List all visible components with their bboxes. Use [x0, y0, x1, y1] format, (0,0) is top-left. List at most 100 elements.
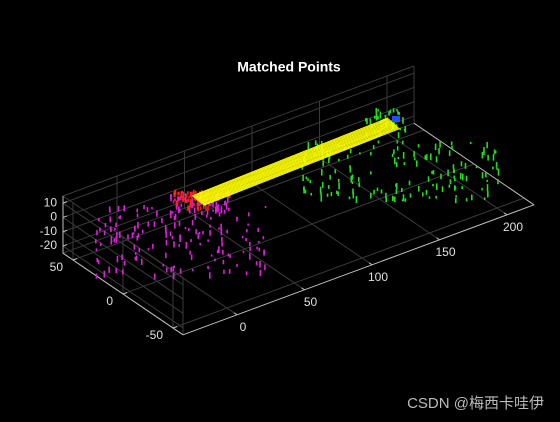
match-line: [194, 119, 391, 199]
point: [216, 249, 219, 254]
point: [190, 254, 193, 260]
z-tick-label: -20: [40, 238, 58, 252]
point: [228, 207, 230, 212]
point: [174, 190, 176, 197]
point: [210, 216, 212, 220]
point: [249, 241, 251, 247]
point: [217, 204, 219, 211]
match-line: [199, 124, 397, 203]
z-tick-label: 10: [44, 195, 58, 209]
match-line: [200, 125, 398, 204]
point: [170, 266, 173, 273]
point: [401, 140, 404, 145]
point: [117, 205, 120, 212]
watermark: CSDN @梅西卡哇伊: [407, 395, 544, 412]
point: [179, 236, 182, 241]
point: [223, 269, 225, 274]
point: [133, 244, 136, 250]
point: [448, 184, 451, 188]
point: [396, 140, 399, 144]
point: [487, 191, 489, 198]
point: [483, 197, 486, 200]
point: [220, 206, 223, 213]
point: [228, 269, 231, 274]
point: [434, 143, 437, 151]
match-line: [197, 122, 394, 201]
point: [397, 132, 400, 139]
point: [191, 268, 194, 272]
point: [198, 231, 201, 235]
point: [176, 200, 179, 206]
point: [264, 205, 267, 209]
point: [337, 191, 339, 196]
point: [179, 234, 181, 238]
point: [322, 158, 324, 161]
point: [328, 154, 331, 160]
point: [320, 195, 323, 202]
point: [475, 165, 478, 169]
grid-line: [62, 202, 184, 286]
point: [413, 150, 415, 158]
point: [161, 217, 163, 224]
point: [247, 223, 249, 226]
point: [110, 236, 113, 241]
point: [110, 229, 112, 233]
point: [395, 183, 398, 190]
point: [385, 197, 388, 203]
point: [259, 269, 262, 277]
point: [147, 248, 150, 251]
point: [179, 196, 181, 199]
point: [115, 236, 118, 243]
point: [326, 193, 329, 197]
point: [195, 197, 197, 202]
point: [137, 221, 139, 229]
point: [194, 190, 197, 194]
point: [196, 199, 199, 205]
point: [258, 247, 261, 252]
point: [95, 248, 98, 251]
point: [441, 186, 444, 193]
point: [178, 197, 181, 201]
point: [461, 186, 463, 190]
point: [135, 255, 138, 261]
point: [180, 191, 183, 198]
point: [180, 203, 183, 207]
point: [116, 255, 119, 263]
point: [338, 182, 340, 190]
point: [122, 269, 124, 275]
point: [391, 153, 394, 157]
point: [395, 183, 397, 187]
point: [116, 232, 118, 239]
point: [384, 114, 387, 118]
point: [136, 236, 139, 241]
point: [471, 194, 473, 201]
point: [110, 226, 112, 231]
point: [224, 201, 226, 206]
point: [492, 166, 494, 170]
point: [417, 144, 420, 148]
point: [461, 173, 464, 181]
point: [207, 205, 209, 211]
point: [431, 171, 433, 174]
point: [304, 189, 307, 194]
point: [373, 189, 375, 195]
point: [352, 188, 354, 195]
point: [215, 201, 218, 208]
match-line: [192, 118, 390, 198]
point: [448, 150, 451, 156]
point: [375, 113, 378, 121]
point: [486, 142, 488, 149]
point: [348, 196, 351, 200]
point: [451, 145, 453, 150]
point: [365, 117, 367, 122]
box-edge: [62, 65, 415, 197]
point: [108, 266, 110, 272]
point: [201, 211, 203, 216]
point: [187, 198, 190, 203]
point: [435, 156, 438, 163]
point: [497, 179, 499, 185]
point: [374, 115, 376, 119]
point: [485, 172, 487, 178]
point: [110, 241, 112, 245]
